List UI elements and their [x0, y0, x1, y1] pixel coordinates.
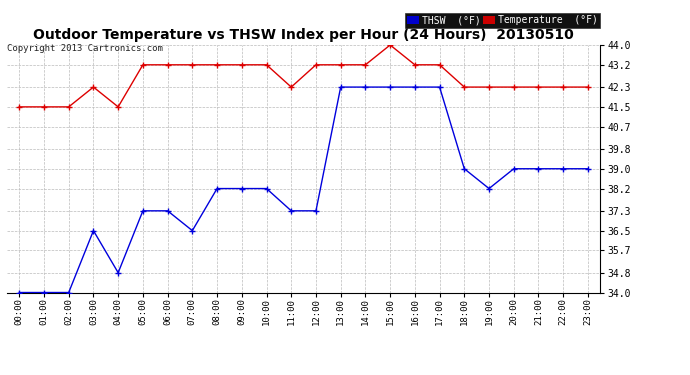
- Title: Outdoor Temperature vs THSW Index per Hour (24 Hours)  20130510: Outdoor Temperature vs THSW Index per Ho…: [33, 28, 574, 42]
- Text: Copyright 2013 Cartronics.com: Copyright 2013 Cartronics.com: [7, 44, 163, 52]
- Legend: THSW  (°F), Temperature  (°F): THSW (°F), Temperature (°F): [405, 13, 600, 28]
